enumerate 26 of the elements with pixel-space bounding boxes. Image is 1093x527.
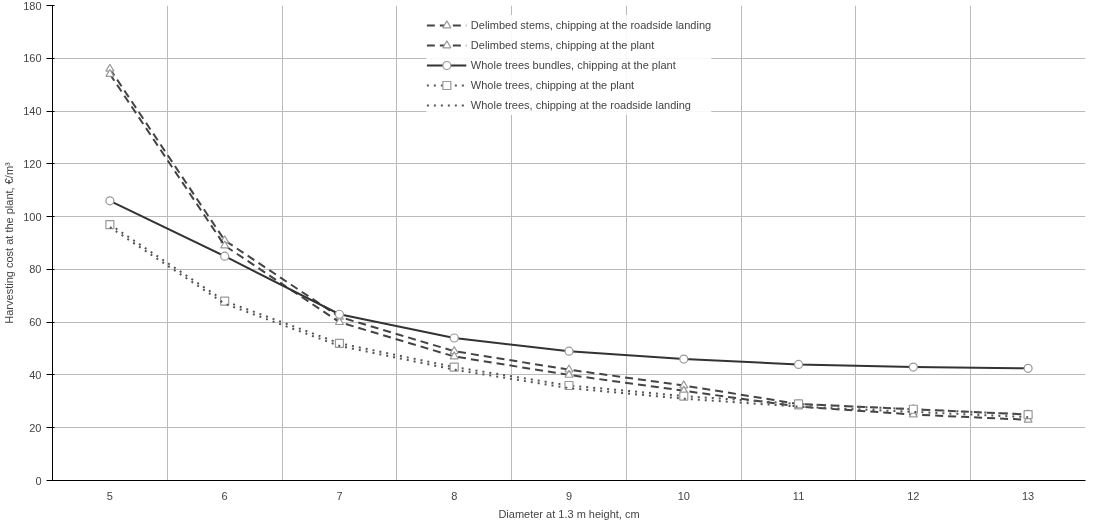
legend-label: Whole trees bundles, chipping at the plant: [470, 58, 676, 73]
y-tick-label: 20: [29, 421, 42, 434]
x-tick-label: 9: [565, 489, 573, 502]
y-tick-label: 160: [23, 52, 42, 65]
y-tick-label: 180: [23, 0, 42, 12]
y-axis-title: Harvesting cost at the plant, €/m³: [3, 161, 16, 324]
y-tick-label: 60: [29, 316, 42, 329]
y-tick-label: 40: [29, 368, 42, 381]
y-tick-label: 120: [23, 157, 42, 170]
y-tick-label: 140: [23, 105, 42, 118]
x-tick-label: 5: [106, 489, 113, 502]
x-axis-title: Diameter at 1.3 m height, cm: [498, 507, 640, 520]
x-tick-label: 6: [221, 489, 228, 502]
legend-label: Delimbed stems, chipping at the roadside landing: [470, 18, 712, 33]
x-tick-label: 11: [792, 489, 805, 502]
x-tick-label: 13: [1021, 489, 1035, 502]
legend-label: Whole trees, chipping at the roadside landing: [470, 98, 691, 113]
legend-label: Delimbed stems, chipping at the plant: [470, 38, 655, 53]
y-tick-label: 0: [35, 474, 42, 487]
legend-label: Whole trees, chipping at the plant: [470, 78, 635, 93]
y-tick-label: 100: [23, 210, 42, 223]
x-tick-label: 7: [336, 489, 343, 502]
x-tick-label: 8: [451, 489, 458, 502]
y-tick-label: 80: [29, 263, 42, 276]
x-tick-label: 10: [677, 489, 690, 502]
x-tick-label: 12: [907, 489, 920, 502]
